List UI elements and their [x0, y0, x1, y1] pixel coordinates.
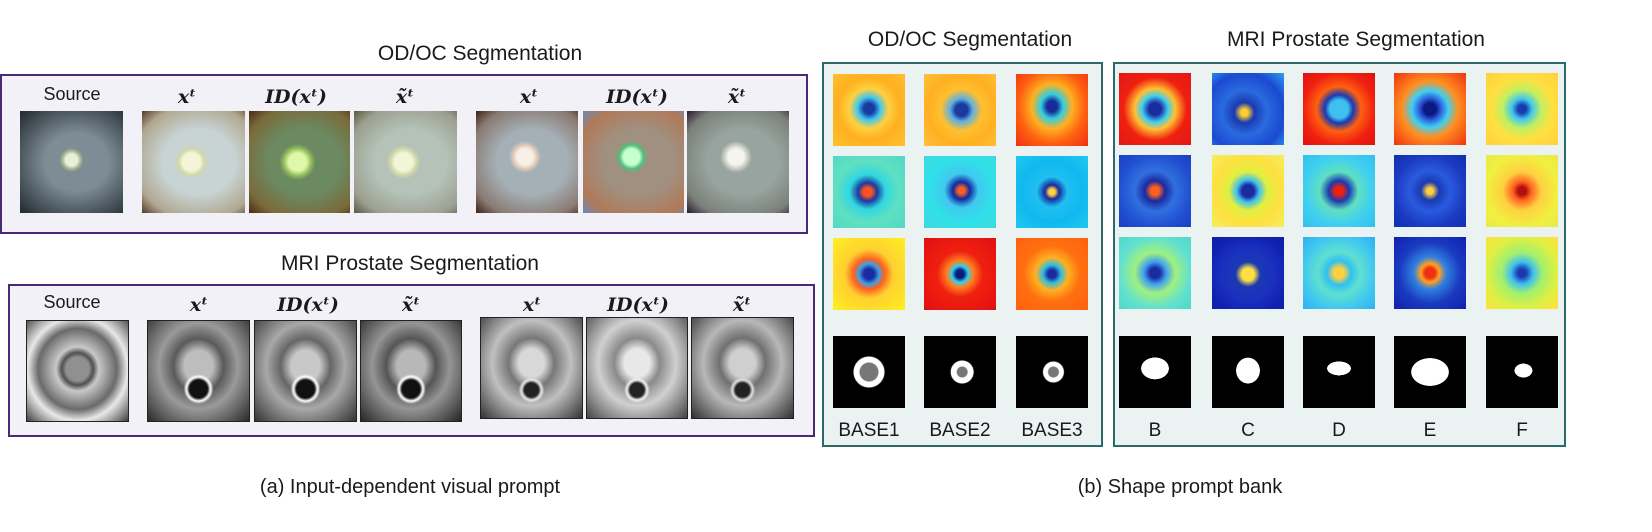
mri-prompt-heatmap: [1212, 155, 1284, 227]
mri-prompt-heatmap: [1303, 155, 1375, 227]
od-prompt-heatmap: [924, 156, 996, 228]
bank-label-base1: BASE1: [838, 420, 900, 441]
od-xtilde-image-2: [687, 111, 789, 213]
mri-prompt-heatmap: [1119, 237, 1191, 309]
mri-shape-mask: [1119, 336, 1191, 408]
mri-header-xtilde-2: x̃ᵗ: [732, 294, 752, 316]
bank-label-base3: BASE3: [1021, 420, 1083, 441]
mri-xtilde-image-1: [360, 320, 462, 422]
od-shape-mask: [833, 336, 905, 408]
mri-header-xt-2: xᵗ: [522, 294, 542, 316]
mri-prompt-heatmap: [1394, 237, 1466, 309]
mri-section-title: MRI Prostate Segmentation: [281, 252, 539, 275]
mri-prompt-heatmap: [1212, 73, 1284, 145]
mri-xtilde-image-2: [691, 317, 794, 419]
bank-label-b: B: [1148, 420, 1162, 441]
od-prompt-heatmap: [924, 238, 996, 310]
mri-prompt-heatmap: [1119, 73, 1191, 145]
mri-prompt-heatmap: [1486, 155, 1558, 227]
mri-header-idxt-2: ID(xᵗ): [607, 294, 669, 316]
bank-label-c: C: [1241, 420, 1255, 441]
bank-label-f: F: [1516, 420, 1528, 441]
od-prompt-heatmap: [924, 74, 996, 146]
mri-prompt-heatmap: [1303, 237, 1375, 309]
mri-idxt-image-1: [254, 320, 357, 422]
od-idxt-image-1: [249, 111, 350, 213]
od-prompt-heatmap: [1016, 156, 1088, 228]
od-header-xt-2: xᵗ: [519, 86, 539, 108]
od-xtilde-image-1: [354, 111, 457, 213]
mri-shape-mask: [1486, 336, 1558, 408]
od-prompt-heatmap: [1016, 74, 1088, 146]
od-header-source: Source: [43, 84, 101, 104]
mri-prompt-heatmap: [1394, 155, 1466, 227]
mri-prompt-heatmap: [1303, 73, 1375, 145]
mri-prompt-heatmap: [1486, 237, 1558, 309]
bank-label-base2: BASE2: [929, 420, 991, 441]
bank-mri-title: MRI Prostate Segmentation: [1227, 28, 1485, 51]
mri-prompt-heatmap: [1394, 73, 1466, 145]
mri-source-image: [26, 320, 129, 422]
mri-prompt-heatmap: [1212, 237, 1284, 309]
caption-a: (a) Input-dependent visual prompt: [259, 476, 561, 498]
od-prompt-heatmap: [833, 238, 905, 310]
od-header-xtilde-2: x̃ᵗ: [727, 86, 747, 108]
mri-shape-mask: [1394, 336, 1466, 408]
od-prompt-heatmap: [833, 74, 905, 146]
bank-label-e: E: [1423, 420, 1437, 441]
od-header-xtilde-1: x̃ᵗ: [395, 86, 415, 108]
mri-header-source: Source: [43, 292, 101, 312]
od-xt-image-1: [142, 111, 245, 213]
bank-od-title: OD/OC Segmentation: [867, 28, 1073, 51]
od-shape-mask: [1016, 336, 1088, 408]
od-section-title: OD/OC Segmentation: [377, 42, 583, 65]
od-xt-image-2: [476, 111, 578, 213]
od-header-idxt-1: ID(xᵗ): [265, 86, 327, 108]
caption-b: (b) Shape prompt bank: [1077, 476, 1283, 498]
od-idxt-image-2: [583, 111, 684, 213]
od-source-image: [20, 111, 123, 213]
od-shape-mask: [924, 336, 996, 408]
mri-xt-image-2: [480, 317, 583, 419]
mri-header-xtilde-1: x̃ᵗ: [401, 294, 421, 316]
bank-label-d: D: [1332, 420, 1346, 441]
mri-prompt-heatmap: [1119, 155, 1191, 227]
od-header-idxt-2: ID(xᵗ): [606, 86, 668, 108]
mri-idxt-image-2: [586, 317, 688, 419]
mri-xt-image-1: [147, 320, 250, 422]
mri-header-xt-1: xᵗ: [189, 294, 209, 316]
mri-shape-mask: [1303, 336, 1375, 408]
od-prompt-heatmap: [833, 156, 905, 228]
mri-header-idxt-1: ID(xᵗ): [277, 294, 339, 316]
mri-shape-mask: [1212, 336, 1284, 408]
mri-prompt-heatmap: [1486, 73, 1558, 145]
od-prompt-heatmap: [1016, 238, 1088, 310]
od-header-xt-1: xᵗ: [177, 86, 197, 108]
